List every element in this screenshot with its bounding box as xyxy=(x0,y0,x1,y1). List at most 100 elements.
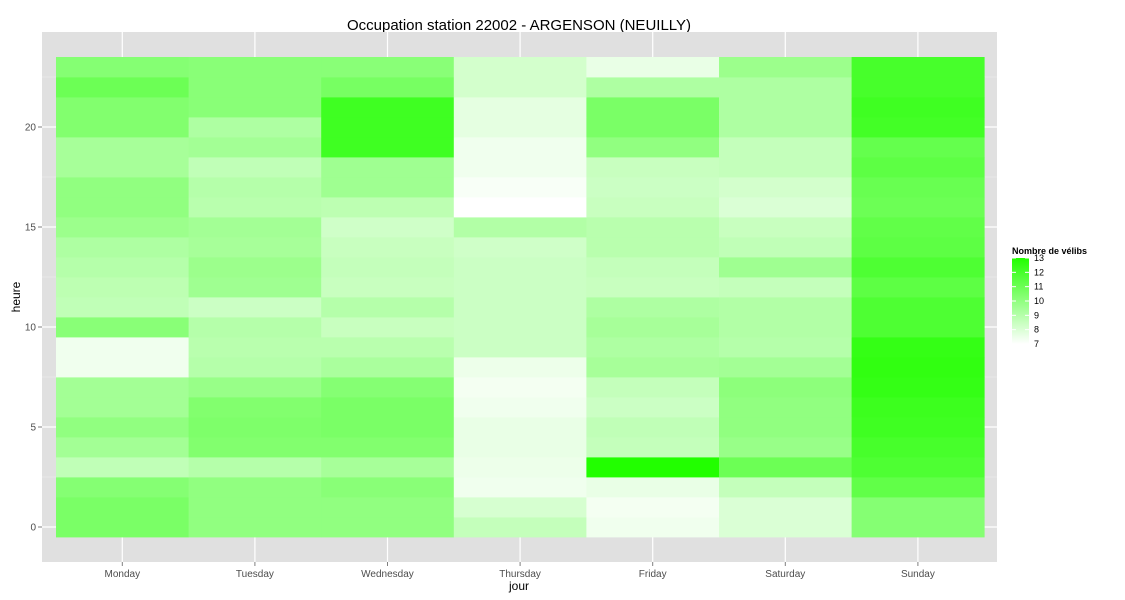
heatmap-cell-wednesday-h14 xyxy=(321,237,455,258)
legend-label: 11 xyxy=(1034,282,1043,292)
heatmap-cell-tuesday-h0 xyxy=(188,517,322,538)
heatmap-cell-monday-h22 xyxy=(56,77,189,98)
heatmap-cell-monday-h12 xyxy=(56,277,189,298)
heatmap-cell-friday-h4 xyxy=(586,437,720,458)
heatmap-cell-thursday-h19 xyxy=(453,137,587,158)
heatmap-cell-friday-h7 xyxy=(586,377,720,398)
heatmap-cell-sunday-h16 xyxy=(851,197,985,218)
heatmap-cell-wednesday-h3 xyxy=(321,457,455,478)
heatmap-cell-tuesday-h13 xyxy=(188,257,322,278)
heatmap-cell-friday-h23 xyxy=(586,57,720,78)
heatmap-cell-sunday-h0 xyxy=(851,517,985,538)
heatmap-cell-monday-h11 xyxy=(56,297,189,318)
heatmap-cell-friday-h11 xyxy=(586,297,720,318)
heatmap-cell-tuesday-h16 xyxy=(188,197,322,218)
heatmap-cell-monday-h13 xyxy=(56,257,189,278)
y-axis-title: heure xyxy=(9,281,23,312)
heatmap-cell-monday-h17 xyxy=(56,177,189,198)
heatmap-cell-tuesday-h22 xyxy=(188,77,322,98)
heatmap-cell-monday-h8 xyxy=(56,357,189,378)
heatmap-cell-wednesday-h13 xyxy=(321,257,455,278)
heatmap-cell-saturday-h1 xyxy=(719,497,852,518)
heatmap-cell-tuesday-h21 xyxy=(188,97,322,118)
heatmap-cell-friday-h22 xyxy=(586,77,720,98)
legend-label: 9 xyxy=(1034,310,1039,320)
x-tick-label: Tuesday xyxy=(236,569,274,580)
heatmap-cell-wednesday-h1 xyxy=(321,497,455,518)
heatmap-cell-sunday-h23 xyxy=(851,57,985,78)
heatmap-cell-tuesday-h6 xyxy=(188,397,322,418)
heatmap-cell-wednesday-h11 xyxy=(321,297,455,318)
heatmap-cell-saturday-h8 xyxy=(719,357,852,378)
heatmap-cell-friday-h18 xyxy=(586,157,720,178)
heatmap-cell-saturday-h2 xyxy=(719,477,852,498)
heatmap-cell-sunday-h7 xyxy=(851,377,985,398)
heatmap-cell-wednesday-h22 xyxy=(321,77,455,98)
heatmap-cell-monday-h14 xyxy=(56,237,189,258)
heatmap-cell-saturday-h18 xyxy=(719,157,852,178)
heatmap-cell-wednesday-h20 xyxy=(321,117,455,138)
y-tick-label: 10 xyxy=(25,323,37,334)
heatmap-cell-saturday-h7 xyxy=(719,377,852,398)
heatmap-cell-wednesday-h0 xyxy=(321,517,455,538)
x-tick-label: Monday xyxy=(105,569,141,580)
legend-label: 8 xyxy=(1034,325,1039,335)
y-tick-label: 15 xyxy=(25,223,37,234)
heatmap-cell-saturday-h4 xyxy=(719,437,852,458)
heatmap-cell-wednesday-h15 xyxy=(321,217,455,238)
heatmap-cell-saturday-h21 xyxy=(719,97,852,118)
heatmap-cell-saturday-h10 xyxy=(719,317,852,338)
heatmap-cell-sunday-h13 xyxy=(851,257,985,278)
heatmap-cell-sunday-h20 xyxy=(851,117,985,138)
chart-title: Occupation station 22002 - ARGENSON (NEU… xyxy=(347,17,691,34)
heatmap-cell-thursday-h20 xyxy=(453,117,587,138)
color-legend: Nombre de vélibs 13 12 11 10 9 8 7 xyxy=(1012,246,1087,349)
heatmap-cell-sunday-h22 xyxy=(851,77,985,98)
heatmap-cell-tuesday-h4 xyxy=(188,437,322,458)
heatmap-cell-saturday-h16 xyxy=(719,197,852,218)
heatmap-cell-monday-h10 xyxy=(56,317,189,338)
heatmap-cell-saturday-h17 xyxy=(719,177,852,198)
heatmap-cell-friday-h17 xyxy=(586,177,720,198)
heatmap-cell-friday-h9 xyxy=(586,337,720,358)
heatmap-cell-thursday-h22 xyxy=(453,77,587,98)
heatmap-cell-wednesday-h17 xyxy=(321,177,455,198)
heatmap-cell-saturday-h9 xyxy=(719,337,852,358)
heatmap-cell-tuesday-h3 xyxy=(188,457,322,478)
heatmap-cell-sunday-h17 xyxy=(851,177,985,198)
heatmap-cell-friday-h20 xyxy=(586,117,720,138)
heatmap-cell-tuesday-h5 xyxy=(188,417,322,438)
heatmap-cell-saturday-h13 xyxy=(719,257,852,278)
heatmap-cell-monday-h20 xyxy=(56,117,189,138)
heatmap-cell-monday-h1 xyxy=(56,497,189,518)
heatmap-cell-friday-h10 xyxy=(586,317,720,338)
heatmap-cell-tuesday-h23 xyxy=(188,57,322,78)
heatmap-cell-monday-h7 xyxy=(56,377,189,398)
heatmap-cell-saturday-h14 xyxy=(719,237,852,258)
heatmap-cell-thursday-h23 xyxy=(453,57,587,78)
heatmap-cell-thursday-h10 xyxy=(453,317,587,338)
heatmap-cell-friday-h0 xyxy=(586,517,720,538)
heatmap-cell-thursday-h9 xyxy=(453,337,587,358)
heatmap-cell-tuesday-h14 xyxy=(188,237,322,258)
heatmap-cells xyxy=(56,57,985,538)
heatmap-cell-monday-h6 xyxy=(56,397,189,418)
heatmap-cell-wednesday-h2 xyxy=(321,477,455,498)
heatmap-cell-monday-h19 xyxy=(56,137,189,158)
heatmap-cell-sunday-h19 xyxy=(851,137,985,158)
heatmap-cell-sunday-h1 xyxy=(851,497,985,518)
x-tick-label: Saturday xyxy=(765,569,805,580)
y-tick-label: 5 xyxy=(30,423,36,434)
heatmap-cell-tuesday-h9 xyxy=(188,337,322,358)
heatmap-cell-friday-h12 xyxy=(586,277,720,298)
heatmap-cell-tuesday-h11 xyxy=(188,297,322,318)
heatmap-cell-thursday-h6 xyxy=(453,397,587,418)
heatmap-cell-monday-h4 xyxy=(56,437,189,458)
y-tick-label: 20 xyxy=(25,123,37,134)
heatmap-cell-thursday-h5 xyxy=(453,417,587,438)
heatmap-cell-tuesday-h18 xyxy=(188,157,322,178)
heatmap-cell-friday-h19 xyxy=(586,137,720,158)
heatmap-cell-sunday-h12 xyxy=(851,277,985,298)
x-tick-label: Sunday xyxy=(901,569,935,580)
heatmap-cell-thursday-h11 xyxy=(453,297,587,318)
